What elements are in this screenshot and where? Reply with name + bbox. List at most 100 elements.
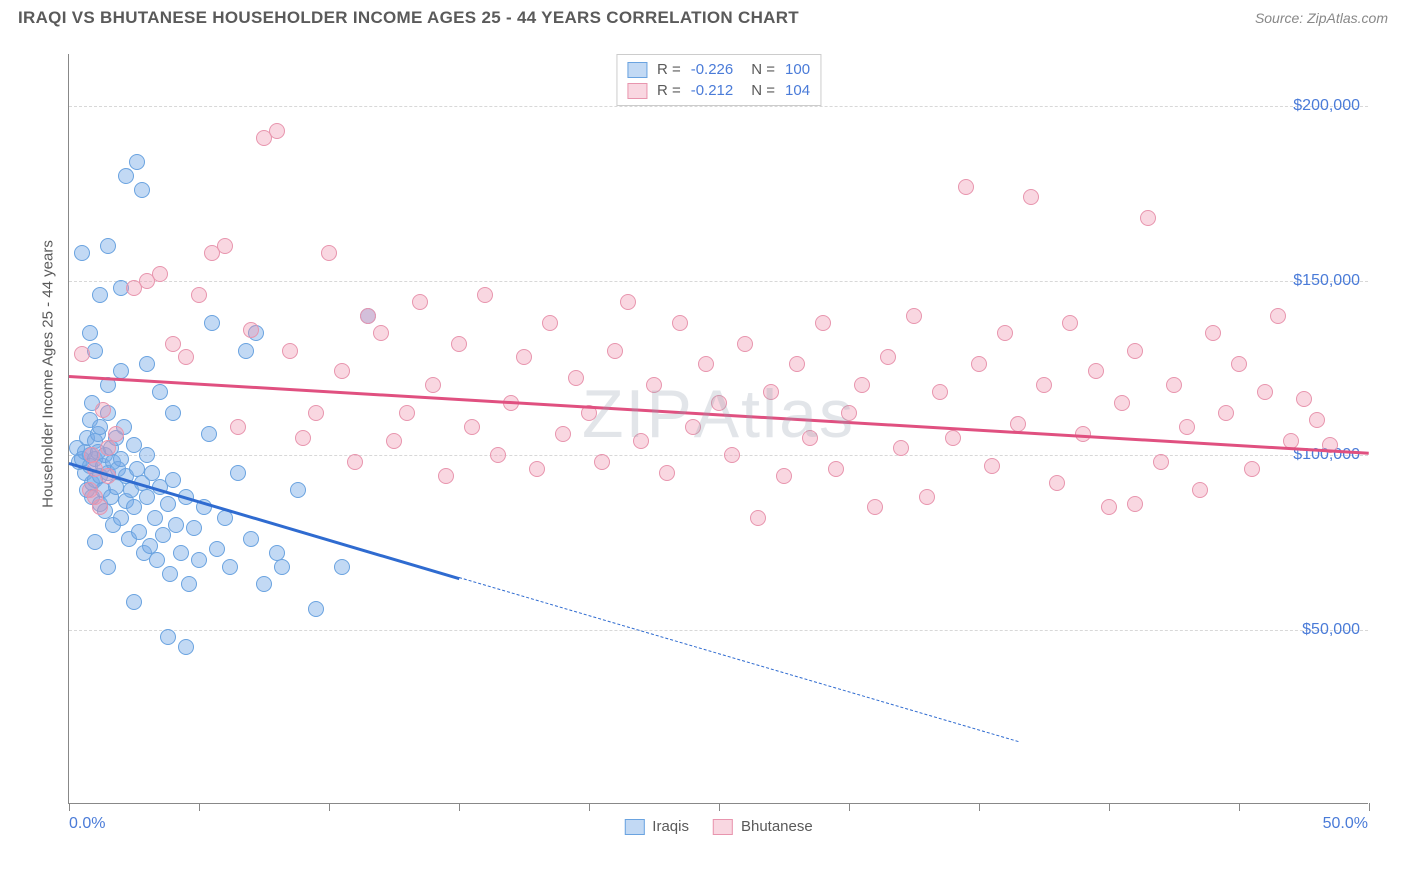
scatter-point	[222, 559, 238, 575]
x-tick-label: 50.0%	[1323, 815, 1368, 833]
legend-series-item: Bhutanese	[713, 818, 813, 835]
scatter-point	[789, 356, 805, 372]
scatter-point	[126, 499, 142, 515]
y-tick-label: $150,000	[1293, 272, 1360, 290]
legend-stat-row: R =-0.212N =104	[627, 80, 810, 101]
scatter-point	[945, 430, 961, 446]
scatter-point	[971, 356, 987, 372]
x-tick	[719, 803, 720, 811]
scatter-point	[984, 458, 1000, 474]
scatter-point	[118, 168, 134, 184]
x-tick	[979, 803, 980, 811]
scatter-point	[92, 419, 108, 435]
x-tick	[199, 803, 200, 811]
scatter-point	[139, 447, 155, 463]
scatter-point	[243, 531, 259, 547]
legend-r-label: R =	[657, 61, 681, 78]
scatter-point	[321, 245, 337, 261]
scatter-point	[399, 405, 415, 421]
scatter-point	[828, 461, 844, 477]
scatter-point	[893, 440, 909, 456]
scatter-point	[646, 377, 662, 393]
scatter-point	[92, 499, 108, 515]
scatter-point	[711, 395, 727, 411]
chart-container: Householder Income Ages 25 - 44 years ZI…	[18, 34, 1388, 844]
x-tick	[69, 803, 70, 811]
scatter-point	[152, 384, 168, 400]
scatter-point	[334, 363, 350, 379]
scatter-point	[334, 559, 350, 575]
scatter-point	[282, 343, 298, 359]
scatter-point	[165, 336, 181, 352]
scatter-point	[815, 315, 831, 331]
scatter-point	[919, 489, 935, 505]
scatter-point	[906, 308, 922, 324]
scatter-point	[256, 576, 272, 592]
scatter-point	[438, 468, 454, 484]
scatter-point	[1023, 189, 1039, 205]
scatter-point	[155, 527, 171, 543]
scatter-point	[958, 179, 974, 195]
scatter-point	[1127, 343, 1143, 359]
scatter-point	[100, 238, 116, 254]
scatter-point	[178, 639, 194, 655]
scatter-point	[1179, 419, 1195, 435]
scatter-point	[230, 465, 246, 481]
scatter-point	[217, 238, 233, 254]
scatter-point	[1218, 405, 1234, 421]
legend-swatch	[713, 819, 733, 835]
scatter-point	[1114, 395, 1130, 411]
legend-stat-row: R =-0.226N =100	[627, 59, 810, 80]
x-tick	[1109, 803, 1110, 811]
scatter-point	[1270, 308, 1286, 324]
y-axis-label: Householder Income Ages 25 - 44 years	[40, 240, 57, 508]
scatter-point	[173, 545, 189, 561]
scatter-point	[620, 294, 636, 310]
scatter-point	[529, 461, 545, 477]
scatter-point	[126, 594, 142, 610]
source-label: Source: ZipAtlas.com	[1255, 10, 1388, 26]
scatter-point	[308, 601, 324, 617]
scatter-point	[594, 454, 610, 470]
scatter-point	[451, 336, 467, 352]
scatter-point	[1309, 412, 1325, 428]
scatter-point	[1244, 461, 1260, 477]
scatter-point	[659, 465, 675, 481]
scatter-point	[685, 419, 701, 435]
scatter-point	[698, 356, 714, 372]
scatter-point	[1231, 356, 1247, 372]
legend-swatch	[624, 819, 644, 835]
scatter-point	[555, 426, 571, 442]
scatter-point	[1049, 475, 1065, 491]
grid-line	[69, 630, 1368, 631]
scatter-point	[308, 405, 324, 421]
scatter-point	[568, 370, 584, 386]
scatter-point	[763, 384, 779, 400]
scatter-point	[243, 322, 259, 338]
scatter-point	[191, 552, 207, 568]
chart-header: IRAQI VS BHUTANESE HOUSEHOLDER INCOME AG…	[0, 0, 1406, 34]
scatter-point	[1088, 363, 1104, 379]
legend-n-value: 100	[785, 61, 810, 78]
scatter-point	[100, 559, 116, 575]
scatter-point	[152, 266, 168, 282]
scatter-point	[129, 154, 145, 170]
scatter-point	[1205, 325, 1221, 341]
scatter-point	[776, 468, 792, 484]
scatter-point	[269, 123, 285, 139]
scatter-point	[1153, 454, 1169, 470]
scatter-point	[802, 430, 818, 446]
scatter-point	[464, 419, 480, 435]
scatter-point	[633, 433, 649, 449]
scatter-point	[1062, 315, 1078, 331]
scatter-point	[997, 325, 1013, 341]
scatter-point	[100, 440, 116, 456]
scatter-point	[841, 405, 857, 421]
plot-area: ZIPAtlas R =-0.226N =100R =-0.212N =104 …	[68, 54, 1368, 804]
scatter-point	[181, 576, 197, 592]
x-tick	[1239, 803, 1240, 811]
legend-series-label: Iraqis	[652, 818, 689, 835]
x-tick	[329, 803, 330, 811]
x-tick-label: 0.0%	[69, 815, 105, 833]
scatter-point	[131, 524, 147, 540]
